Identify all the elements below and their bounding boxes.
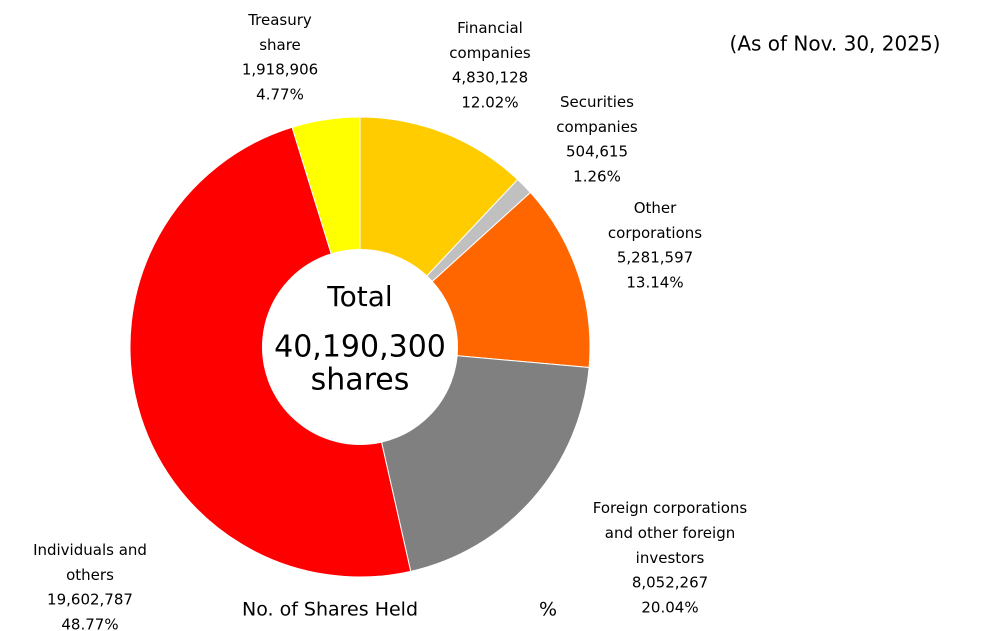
percent-label: 13.14%	[626, 274, 683, 292]
percent-label: 48.77%	[61, 616, 118, 631]
slice-label: Securities companies	[556, 93, 638, 136]
legend-label: %	[539, 599, 557, 621]
shares-label: 19,602,787	[47, 591, 133, 609]
shares-label: 4,830,128	[452, 69, 528, 87]
center-label: Total	[326, 280, 392, 313]
slice-label: Other corporations	[608, 199, 702, 242]
slice-label: Individuals and others	[33, 541, 147, 584]
shares-label: 1,918,906	[242, 61, 318, 79]
slice-label: Treasury share	[247, 11, 312, 54]
slice-label: Financial companies	[449, 19, 531, 62]
slice-label: Foreign corporations and other foreign inv…	[593, 499, 748, 567]
center-total: 40,190,300	[274, 330, 446, 365]
percent-label: 4.77%	[256, 86, 304, 104]
subtitle: (As of Nov. 30, 2025)	[730, 32, 941, 56]
shares-label: 8,052,267	[632, 574, 708, 592]
shares-label: 504,615	[566, 143, 628, 161]
percent-label: 1.26%	[573, 168, 621, 186]
center-unit: shares	[311, 363, 410, 398]
percent-label: 20.04%	[641, 599, 698, 617]
donut-hole	[262, 249, 458, 445]
legend-label: No. of Shares Held	[242, 599, 418, 621]
shares-label: 5,281,597	[617, 249, 693, 267]
percent-label: 12.02%	[461, 94, 518, 112]
